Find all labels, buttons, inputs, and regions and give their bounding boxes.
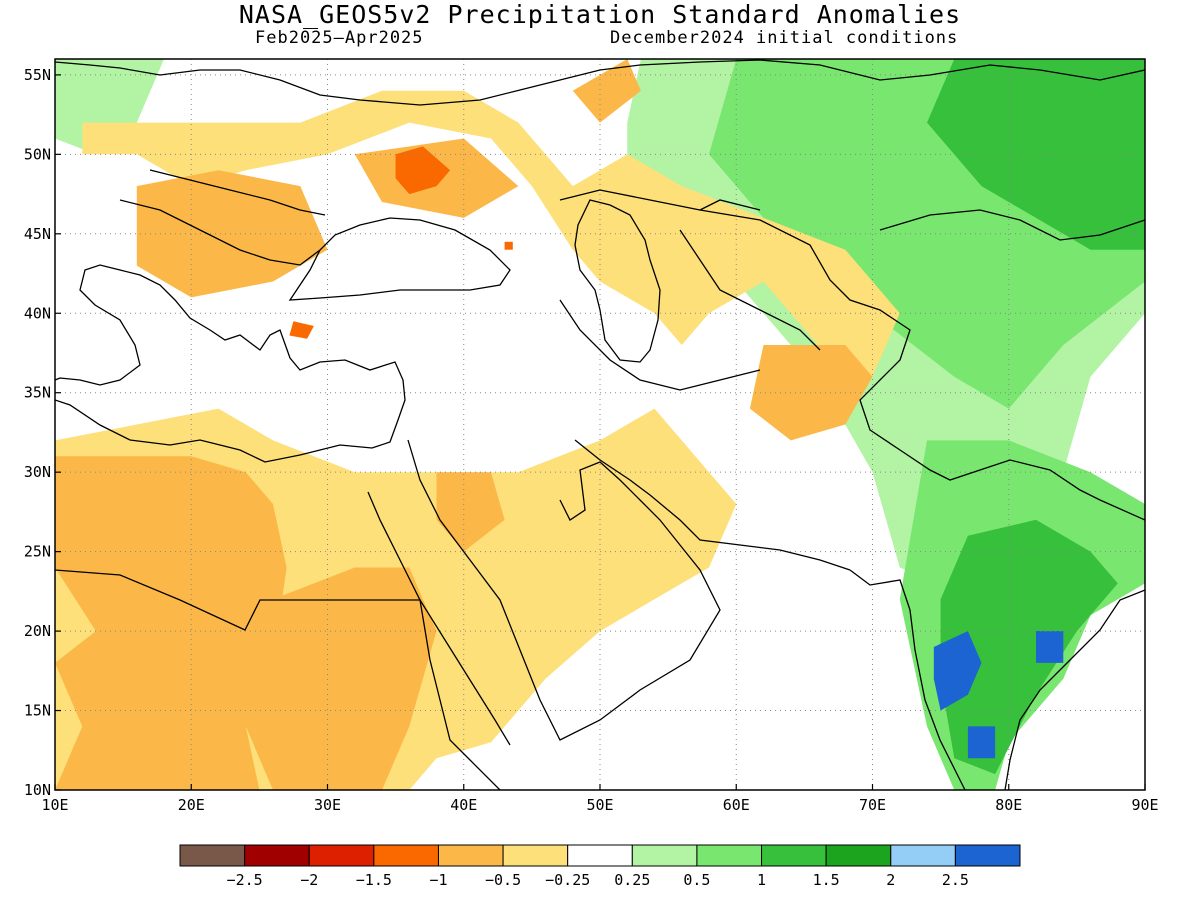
- colorbar-label: 0.25: [614, 871, 650, 889]
- mongolia-china-border: [879, 209, 1145, 241]
- y-tick-label: 45N: [24, 225, 51, 243]
- x-tick-label: 70E: [859, 796, 886, 814]
- colorbar-swatch: [696, 844, 763, 867]
- initial-conditions: December2024 initial conditions: [610, 28, 959, 48]
- forecast-period: Feb2025–Apr2025: [255, 28, 424, 48]
- colorbar-swatch: [502, 844, 569, 867]
- colorbar-label: 1.5: [813, 871, 840, 889]
- anomaly-region-13: [136, 170, 328, 298]
- latitude-axis: 10N 15N 20N 25N 30N 35N 40N 45N 50N 55N: [24, 66, 61, 799]
- colorbar-label: 2: [886, 871, 895, 889]
- x-tick-label: 90E: [1131, 796, 1158, 814]
- anomaly-region-17: [436, 472, 505, 552]
- asia-borders: [559, 189, 1145, 521]
- colorbar-swatch: [567, 844, 633, 867]
- colorbar-swatch: [761, 844, 827, 867]
- colorbar-swatch: [244, 844, 310, 867]
- x-tick-label: 60E: [723, 796, 750, 814]
- x-tick-label: 50E: [586, 796, 613, 814]
- map-title: NASA_GEOS5v2 Precipitation Standard Anom…: [238, 0, 962, 29]
- x-tick-label: 80E: [995, 796, 1022, 814]
- caspian-sea-coast: [574, 199, 661, 363]
- y-tick-label: 55N: [24, 66, 51, 84]
- northern-coast: [55, 59, 1145, 106]
- africa-border: [55, 569, 501, 790]
- x-tick-label: 40E: [450, 796, 477, 814]
- y-tick-label: 30N: [24, 463, 51, 481]
- colorbar-swatch: [437, 844, 504, 867]
- colorbar-label: −1.5: [356, 871, 392, 889]
- y-tick-label: 25N: [24, 543, 51, 561]
- persian-gulf-coast: [574, 439, 851, 571]
- colorbar-swatch: [825, 844, 892, 867]
- x-tick-label: 10E: [41, 796, 68, 814]
- anomaly-fill-layer: [55, 59, 1145, 790]
- anomaly-region-15: [572, 59, 641, 123]
- mediterranean-coast: [55, 264, 406, 463]
- colorbar-label: −1: [429, 871, 447, 889]
- anomaly-region-6: [967, 726, 996, 759]
- anomaly-region-9: [82, 90, 900, 377]
- x-tick-label: 20E: [178, 796, 205, 814]
- anomaly-region-12: [245, 567, 437, 790]
- y-tick-label: 10N: [24, 781, 51, 799]
- longitude-axis: 10E 20E 30E 40E 50E 60E 70E 80E 90E: [41, 784, 1159, 814]
- x-tick-label: 30E: [314, 796, 341, 814]
- colorbar-label: −2: [300, 871, 318, 889]
- colorbar-label: 1: [757, 871, 766, 889]
- coastlines-and-borders: [55, 59, 1145, 790]
- anomaly-region-19: [289, 321, 314, 339]
- anomaly-region-7: [1036, 631, 1064, 663]
- arabian-coast: [407, 439, 721, 741]
- y-tick-label: 50N: [24, 145, 51, 163]
- colorbar-swatch: [631, 844, 698, 867]
- dotted-gridlines: [55, 59, 1145, 790]
- anomaly-region-16: [749, 345, 873, 441]
- y-tick-label: 20N: [24, 622, 51, 640]
- colorbar-label: −0.5: [485, 871, 521, 889]
- anomaly-region-4: [940, 519, 1118, 775]
- y-tick-label: 40N: [24, 304, 51, 322]
- colorbar-label: −2.5: [227, 871, 263, 889]
- colorbar-swatch: [308, 844, 375, 867]
- colorbar-swatch: [373, 844, 439, 867]
- anomaly-region-20: [504, 241, 513, 250]
- balkan-borders: [119, 169, 326, 266]
- central-asia-borders: [559, 199, 821, 391]
- colorbar-swatch: [954, 844, 1021, 867]
- anomaly-region-5: [933, 631, 982, 711]
- black-sea-coast: [288, 217, 511, 301]
- anomaly-region-11: [55, 456, 287, 790]
- india-coast: [849, 569, 1145, 790]
- y-tick-label: 15N: [24, 702, 51, 720]
- colorbar-swatch: [179, 844, 246, 867]
- colorbar-swatch: [890, 844, 956, 867]
- y-tick-label: 35N: [24, 384, 51, 402]
- colorbar-label: 0.5: [683, 871, 710, 889]
- colorbar: −2.5 −2 −1.5 −1 −0.5 −0.25 0.25 0.5 1 1.5 2 2.5: [179, 844, 1021, 889]
- colorbar-label: −0.25: [545, 871, 590, 889]
- anomaly-region-8: [55, 59, 164, 155]
- red-sea-coast: [367, 491, 511, 746]
- colorbar-label: 2.5: [942, 871, 969, 889]
- anomaly-region-18: [395, 146, 451, 195]
- map-layer: [55, 59, 1145, 790]
